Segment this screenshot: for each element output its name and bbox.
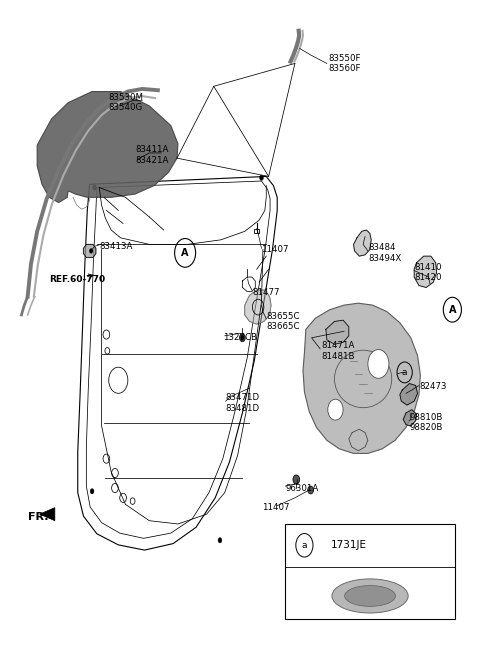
Text: A: A [181, 248, 189, 258]
Text: 83413A: 83413A [99, 242, 132, 251]
Text: 83550F
83560F: 83550F 83560F [328, 54, 361, 73]
Text: 83530M
83540G: 83530M 83540G [108, 93, 143, 112]
Circle shape [90, 489, 94, 494]
Circle shape [308, 486, 313, 494]
Polygon shape [84, 245, 96, 257]
Text: FR.: FR. [28, 512, 48, 522]
Bar [254, 230, 259, 234]
Polygon shape [326, 320, 349, 344]
Text: 83471D
83481D: 83471D 83481D [226, 394, 260, 413]
Text: 11407: 11407 [262, 503, 289, 512]
Polygon shape [403, 409, 417, 426]
Text: 81471A
81481B: 81471A 81481B [321, 341, 355, 361]
Circle shape [368, 350, 389, 379]
Circle shape [240, 335, 244, 340]
Text: REF.60-770: REF.60-770 [49, 274, 105, 283]
Circle shape [89, 249, 93, 253]
Polygon shape [414, 256, 437, 287]
Circle shape [260, 175, 264, 180]
Polygon shape [354, 230, 371, 256]
Text: 83484
83494X: 83484 83494X [369, 243, 402, 262]
Bar [285, 524, 455, 619]
Polygon shape [245, 290, 271, 324]
Circle shape [328, 400, 343, 420]
Circle shape [293, 475, 300, 484]
Text: 11407: 11407 [262, 245, 289, 254]
Text: 81410
81420: 81410 81420 [414, 263, 442, 282]
Polygon shape [303, 303, 420, 453]
Circle shape [93, 185, 96, 190]
Polygon shape [39, 508, 55, 521]
Ellipse shape [332, 579, 408, 613]
Ellipse shape [345, 586, 396, 606]
Text: 82473: 82473 [419, 382, 446, 391]
Text: 81477: 81477 [252, 287, 279, 297]
Text: 83655C
83665C: 83655C 83665C [266, 312, 300, 331]
Circle shape [218, 538, 222, 543]
Text: 98810B
98820B: 98810B 98820B [409, 413, 443, 432]
Circle shape [240, 334, 245, 342]
Text: a: a [402, 368, 408, 377]
Text: 1327CB: 1327CB [223, 333, 257, 342]
Text: 83411A
83421A: 83411A 83421A [135, 145, 168, 165]
Text: 1731JE: 1731JE [331, 541, 367, 550]
Text: a: a [301, 541, 307, 550]
Polygon shape [37, 92, 178, 203]
Text: A: A [449, 304, 456, 315]
Polygon shape [400, 384, 418, 405]
Text: 96301A: 96301A [285, 483, 319, 493]
